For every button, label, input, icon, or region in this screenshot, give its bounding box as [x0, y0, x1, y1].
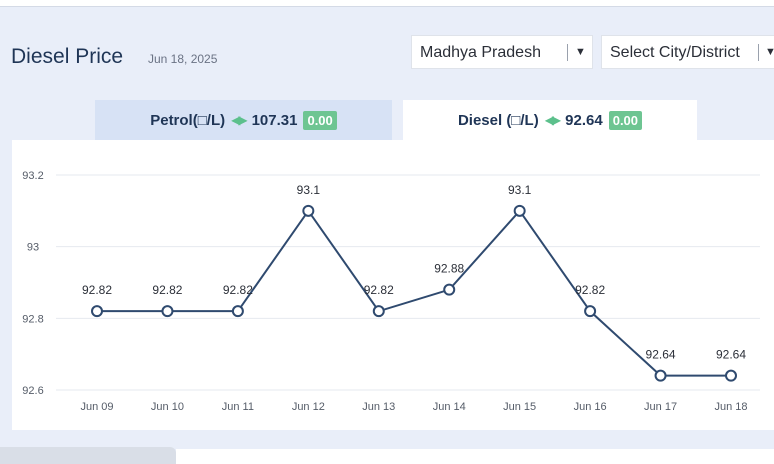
- state-select-value: Madhya Pradesh: [420, 44, 541, 61]
- data-label: 92.82: [223, 283, 253, 297]
- x-tick-label: Jun 17: [644, 401, 677, 413]
- x-tick-label: Jun 14: [433, 401, 466, 413]
- x-tick-label: Jun 10: [151, 401, 184, 413]
- data-point: [91, 305, 103, 318]
- x-tick-label: Jun 09: [80, 401, 113, 413]
- state-select[interactable]: Madhya Pradesh ▼: [411, 35, 593, 69]
- data-point: [725, 369, 737, 382]
- data-point: [231, 305, 244, 318]
- data-label: 93.1: [508, 183, 532, 197]
- city-select[interactable]: Select City/District ▼: [601, 35, 774, 69]
- data-point: [302, 204, 315, 217]
- data-point: [443, 283, 456, 296]
- data-point: [161, 305, 174, 318]
- x-tick-label: Jun 15: [503, 401, 536, 413]
- data-label: 92.82: [575, 283, 605, 297]
- tab-petrol[interactable]: Petrol(□/L) ◀▶ 107.31 0.00: [95, 100, 392, 140]
- bottom-area: [176, 449, 774, 464]
- price-date: Jun 18, 2025: [148, 52, 218, 66]
- data-point: [584, 305, 597, 318]
- top-divider: [0, 6, 774, 7]
- data-label: 93.1: [297, 183, 321, 197]
- y-tick-label: 93.2: [22, 170, 43, 182]
- left-right-arrows-icon: ◀▶: [544, 113, 562, 127]
- price-line-chart: 92.6 92.8 93 93.2 92.82 Jun 09 92.82 Jun 10 92.8…: [22, 170, 760, 413]
- page-title: Diesel Price: [11, 45, 124, 68]
- data-label: 92.82: [152, 283, 182, 297]
- x-tick-label: Jun 12: [292, 401, 325, 413]
- data-label: 92.88: [434, 262, 464, 276]
- data-point: [654, 369, 667, 382]
- data-point: [372, 305, 385, 318]
- y-tick-label: 93: [27, 242, 39, 254]
- city-select-value: Select City/District: [610, 44, 740, 61]
- x-tick-label: Jun 16: [574, 401, 607, 413]
- top-strip: [0, 0, 774, 6]
- state-select-separator: [567, 44, 568, 61]
- data-label: 92.64: [716, 348, 746, 362]
- data-label: 92.82: [82, 283, 112, 297]
- city-select-separator: [758, 44, 759, 61]
- data-label: 92.64: [646, 348, 676, 362]
- diesel-price: 92.64: [565, 111, 603, 129]
- bottom-scroll-tab[interactable]: [0, 447, 176, 464]
- x-tick-label: Jun 18: [714, 401, 747, 413]
- price-chart: 92.6 92.8 93 93.2 92.82 Jun 09 92.82 Jun 10 92.8…: [12, 140, 774, 430]
- petrol-change-badge: 0.00: [303, 110, 337, 130]
- chevron-down-icon[interactable]: ▼: [765, 46, 774, 58]
- series-line: [97, 209, 731, 377]
- data-point: [513, 204, 526, 217]
- y-tick-label: 92.6: [22, 385, 43, 397]
- tab-diesel[interactable]: Diesel (□/L) ◀▶ 92.64 0.00: [403, 100, 697, 140]
- y-tick-label: 92.8: [22, 313, 43, 325]
- x-tick-label: Jun 11: [222, 401, 254, 413]
- x-tick-label: Jun 13: [362, 401, 395, 413]
- left-right-arrows-icon: ◀▶: [231, 113, 248, 127]
- petrol-tab-label: Petrol(□/L): [150, 111, 226, 129]
- petrol-price: 107.31: [251, 111, 298, 129]
- diesel-change-badge: 0.00: [608, 110, 643, 130]
- chevron-down-icon[interactable]: ▼: [575, 46, 586, 58]
- data-label: 92.82: [364, 283, 394, 297]
- diesel-tab-label: Diesel (□/L): [457, 111, 539, 129]
